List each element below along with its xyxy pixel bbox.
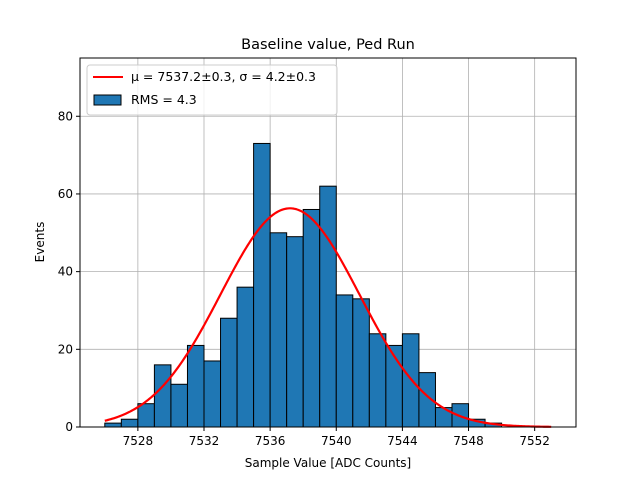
legend-box [86, 64, 338, 116]
histogram-bar [302, 208, 321, 428]
y-tick-label: 40 [58, 265, 73, 279]
x-tick-label: 7536 [255, 434, 286, 448]
x-tick-label: 7548 [453, 434, 484, 448]
y-tick-label: 80 [58, 109, 73, 123]
histogram-bar [335, 294, 354, 428]
histogram-bar [319, 185, 337, 428]
x-tick-label: 7540 [321, 434, 352, 448]
y-tick-label: 0 [65, 420, 73, 434]
x-tick-label: 7552 [519, 434, 550, 448]
gaussian-fit-layer [104, 207, 552, 428]
histogram-bar [186, 344, 205, 428]
legend-histogram-label: RMS = 4.3 [131, 92, 197, 107]
y-tick-label: 60 [58, 187, 73, 201]
y-axis-label: Events [33, 222, 47, 263]
histogram-bar [352, 298, 370, 428]
histogram-bar [104, 422, 122, 428]
legend: μ = 7537.2±0.3, σ = 4.2±0.3 RMS = 4.3 [86, 64, 338, 116]
histogram-bar [286, 236, 304, 428]
histogram-bar [253, 142, 271, 428]
plot-frame [79, 57, 577, 428]
histogram-bar [153, 364, 172, 428]
x-tick-label: 7528 [123, 434, 154, 448]
x-tick-label: 7544 [387, 434, 418, 448]
x-axis-label: Sample Value [ADC Counts] [245, 456, 411, 470]
gaussian-fit-line [104, 207, 552, 428]
y-tick-label: 20 [58, 342, 73, 356]
histogram-bar [236, 286, 255, 428]
y-axis-ticks: 0 20 40 60 80 [58, 109, 80, 434]
x-tick-label: 7532 [189, 434, 220, 448]
histogram-bar [203, 360, 222, 428]
histogram-bar [137, 403, 155, 428]
legend-histogram-swatch [93, 94, 122, 106]
histogram-bar [170, 383, 188, 428]
chart-title: Baseline value, Ped Run [241, 37, 415, 53]
histogram-bar [368, 333, 387, 428]
histogram-bars [104, 142, 503, 428]
x-axis-ticks: 7528 7532 7536 7540 7544 7548 7552 [123, 427, 550, 448]
histogram-bar [120, 418, 139, 428]
legend-fit-label: μ = 7537.2±0.3, σ = 4.2±0.3 [131, 69, 316, 84]
histogram-bar [269, 232, 288, 428]
histogram-bar [220, 317, 238, 428]
